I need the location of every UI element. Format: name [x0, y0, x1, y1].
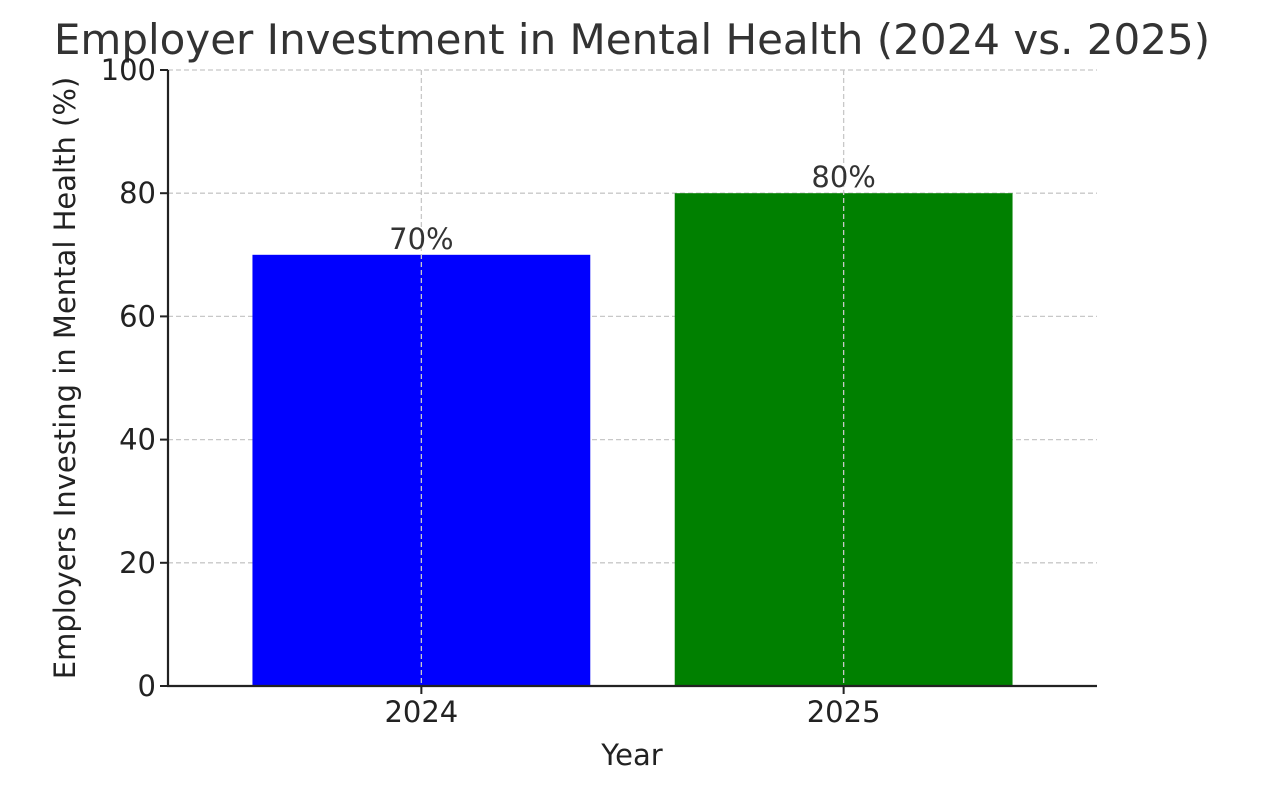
y-tick-label: 0	[138, 669, 156, 703]
y-tick-labels: 0 20 40 60 80 100	[101, 53, 156, 703]
y-axis-label: Employers Investing in Mental Health (%)	[48, 77, 82, 679]
y-tick-label: 100	[101, 53, 156, 87]
y-tick-label: 80	[119, 176, 156, 210]
x-tick-labels: 2024 2025	[384, 695, 880, 729]
y-tick-label: 60	[119, 299, 156, 333]
vertical-grid	[420, 70, 845, 686]
bar-value-label: 80%	[811, 160, 875, 194]
data-labels: 70% 80%	[389, 160, 876, 256]
x-tick-label: 2024	[384, 695, 458, 729]
chart-title: Employer Investment in Mental Health (20…	[54, 15, 1210, 64]
bar-value-label: 70%	[389, 222, 453, 256]
y-tick-label: 20	[119, 546, 156, 580]
y-tick-label: 40	[119, 423, 156, 457]
x-tick-label: 2025	[807, 695, 881, 729]
axes	[160, 69, 1097, 694]
x-axis-label: Year	[600, 738, 662, 772]
